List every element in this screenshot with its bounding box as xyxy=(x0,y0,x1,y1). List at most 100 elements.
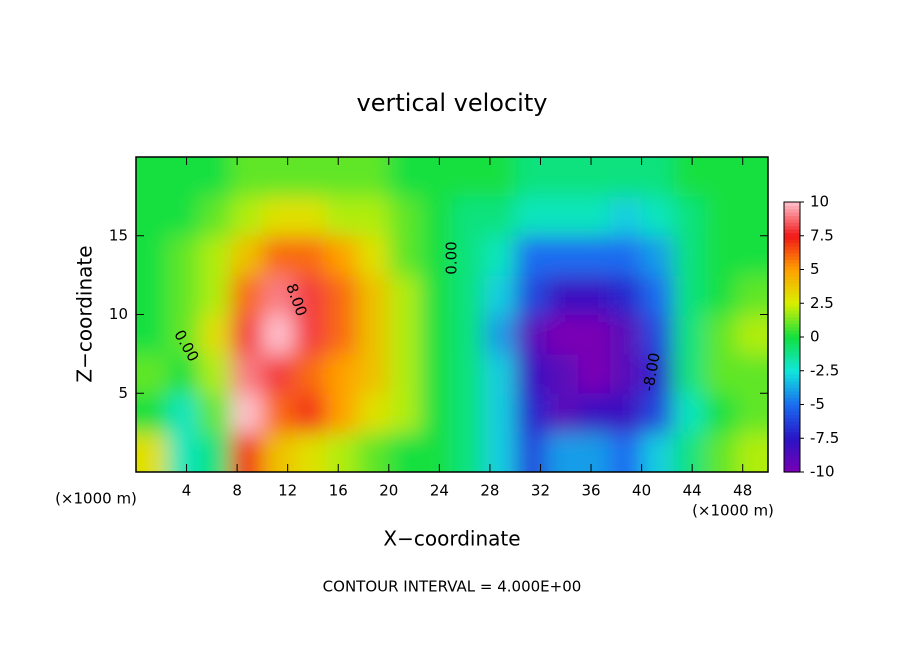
colorbar-swatch xyxy=(784,249,800,254)
cell xyxy=(388,393,421,434)
cell xyxy=(325,196,358,237)
colorbar-swatch xyxy=(784,215,800,220)
x-tick-label: 40 xyxy=(632,482,651,500)
cell xyxy=(736,393,768,434)
colorbar-swatch xyxy=(784,323,800,328)
cell xyxy=(325,314,358,355)
colorbar-swatch xyxy=(784,384,800,389)
x-tick-label: 16 xyxy=(329,482,348,500)
cell xyxy=(420,196,453,237)
colorbar-swatch xyxy=(784,377,800,382)
cell xyxy=(262,157,295,197)
cell xyxy=(641,314,674,355)
cell xyxy=(704,353,737,394)
colorbar-swatch xyxy=(784,245,800,250)
cell xyxy=(325,393,358,434)
colorbar-swatch xyxy=(784,269,800,274)
cell xyxy=(483,353,516,394)
cell xyxy=(704,314,737,355)
colorbar-swatch xyxy=(784,411,800,416)
cell xyxy=(704,432,737,472)
colorbar-swatch xyxy=(784,465,800,470)
cell xyxy=(420,393,453,434)
colorbar-swatch xyxy=(784,418,800,422)
colorbar-swatch xyxy=(784,299,800,304)
cell xyxy=(673,196,706,237)
cell xyxy=(199,235,232,276)
cell xyxy=(136,353,169,394)
colorbar-swatch xyxy=(784,330,800,335)
cell xyxy=(515,157,548,197)
cell xyxy=(136,196,169,237)
cell xyxy=(420,275,453,315)
cell xyxy=(388,314,421,355)
cell xyxy=(357,314,390,355)
cell xyxy=(420,353,453,394)
colorbar-swatch xyxy=(784,333,800,338)
colorbar-swatch xyxy=(784,259,800,264)
colorbar-swatch xyxy=(784,360,800,365)
cell xyxy=(294,275,327,315)
cell xyxy=(167,432,200,472)
cell xyxy=(294,432,327,472)
cell xyxy=(294,314,327,355)
x-tick-label: 20 xyxy=(379,482,398,500)
cell xyxy=(388,196,421,237)
cell xyxy=(578,157,611,197)
cell xyxy=(452,275,485,315)
cell xyxy=(673,353,706,394)
colorbar-swatch xyxy=(784,370,800,375)
colorbar-swatch xyxy=(784,468,800,473)
x-tick-label: 4 xyxy=(182,482,192,500)
colorbar-swatch xyxy=(784,451,800,456)
cell xyxy=(515,235,548,276)
cell xyxy=(136,157,169,197)
colorbar-swatch xyxy=(784,343,800,348)
cell xyxy=(199,275,232,315)
cell xyxy=(641,353,674,394)
cell xyxy=(641,235,674,276)
colorbar-tick-label: 0 xyxy=(810,328,820,346)
colorbar-swatch xyxy=(784,357,800,362)
cell xyxy=(546,196,579,237)
cell xyxy=(736,157,768,197)
cell xyxy=(230,235,263,276)
colorbar-swatch xyxy=(784,242,800,247)
cell xyxy=(262,196,295,237)
colorbar-swatch xyxy=(784,283,800,287)
colorbar-swatch xyxy=(784,279,800,284)
cell xyxy=(641,275,674,315)
colorbar-swatch xyxy=(784,441,800,446)
colorbar-swatch xyxy=(784,401,800,406)
x-unit-label: (×1000 m) xyxy=(55,490,137,508)
cell xyxy=(610,353,643,394)
cell xyxy=(167,196,200,237)
cell xyxy=(515,353,548,394)
cell xyxy=(167,393,200,434)
cell xyxy=(262,353,295,394)
cell xyxy=(136,432,169,472)
colorbar-swatch xyxy=(784,316,800,321)
cell xyxy=(610,235,643,276)
cell xyxy=(136,314,169,355)
colorbar-swatch xyxy=(784,448,800,453)
cell xyxy=(452,393,485,434)
x-tick-label: 24 xyxy=(430,482,449,500)
cell xyxy=(704,196,737,237)
colorbar-swatch xyxy=(784,202,800,206)
cell xyxy=(546,275,579,315)
cell xyxy=(325,353,358,394)
cell xyxy=(262,275,295,315)
cell xyxy=(641,393,674,434)
cell xyxy=(483,157,516,197)
cell xyxy=(673,235,706,276)
cell xyxy=(483,235,516,276)
cell xyxy=(357,353,390,394)
colorbar-swatch xyxy=(784,391,800,395)
cell xyxy=(199,314,232,355)
cell xyxy=(610,314,643,355)
cell xyxy=(230,275,263,315)
colorbar-swatch xyxy=(784,404,800,409)
colorbar-swatch xyxy=(784,367,800,372)
